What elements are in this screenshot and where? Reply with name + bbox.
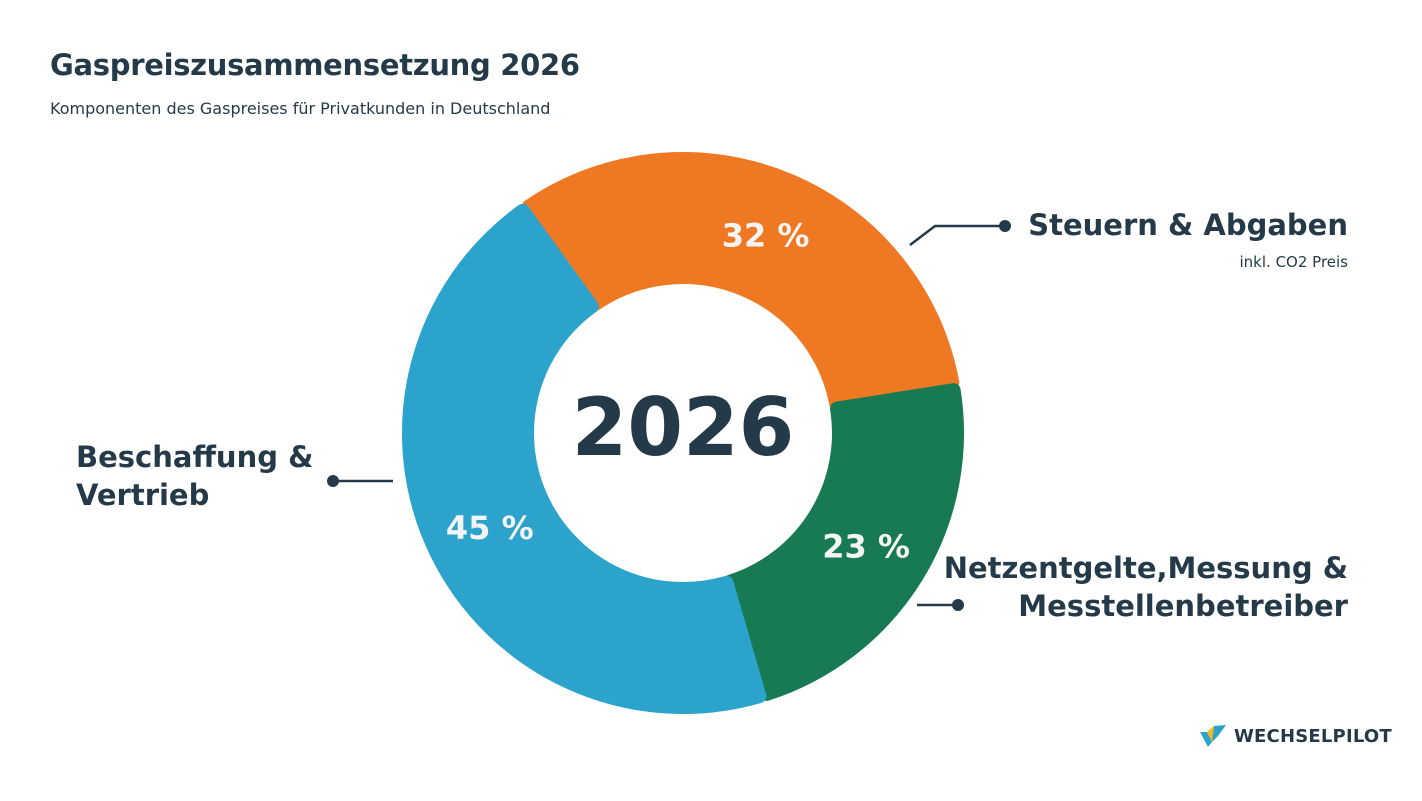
legend-label-netzentgelte: Netzentgelte,Messung & Messtellenbetreib…: [943, 551, 1348, 623]
chart-title: Gaspreiszusammensetzung 2026: [50, 48, 580, 82]
center-year-label: 2026: [572, 381, 795, 474]
chart-subtitle: Komponenten des Gaspreises für Privatkun…: [50, 99, 551, 118]
leader-line-netz: [917, 599, 964, 611]
slice-value-label-0: 32 %: [722, 217, 810, 255]
legend-label-steuern: Steuern & Abgaben: [1028, 208, 1348, 242]
brand-name: WECHSELPILOT: [1234, 725, 1392, 747]
leader-line-steuern: [909, 220, 1011, 246]
slice-value-label-1: 23 %: [822, 528, 910, 566]
donut-slice-2: [402, 203, 767, 714]
donut-slice-0: [521, 152, 960, 412]
brand-logo: WECHSELPILOT: [1198, 724, 1392, 748]
wechselpilot-logo-icon: [1200, 725, 1226, 747]
slice-value-label-2: 45 %: [446, 509, 534, 547]
slice-value-labels: 32 % 23 % 45 %: [446, 217, 910, 566]
legend-note-co2: inkl. CO2 Preis: [1239, 253, 1349, 271]
legend-label-beschaffung: Beschaffung & Vertrieb: [76, 440, 314, 512]
leader-line-beschaffung: [327, 475, 393, 487]
donut-slice-1: [723, 383, 964, 701]
donut-slices: [402, 152, 964, 714]
